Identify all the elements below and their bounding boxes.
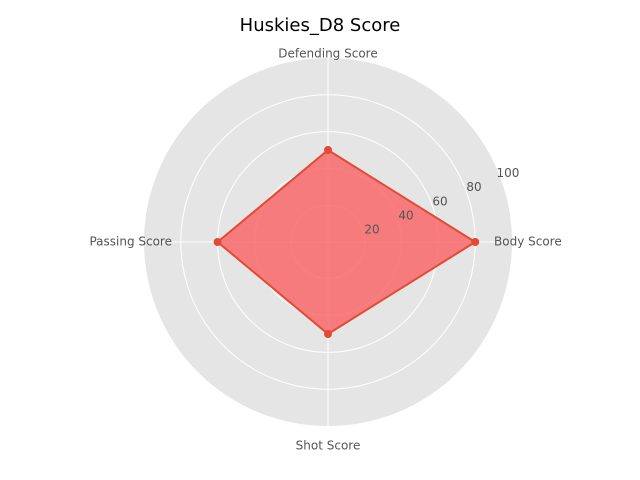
category-labels: Body Score Defending Score Passing Score Sh…: [89, 47, 561, 453]
radial-tick-label: 20: [364, 222, 379, 236]
category-label: Shot Score: [296, 439, 361, 453]
series-layer: [213, 146, 480, 338]
category-label: Body Score: [494, 235, 562, 249]
series-area: [217, 150, 476, 334]
data-point-defending-score: [324, 146, 332, 154]
chart-title: Huskies_D8 Score: [240, 15, 401, 36]
category-label: Defending Score: [278, 47, 377, 61]
radial-tick-labels: 20 40 60 80 100: [364, 166, 519, 236]
data-point-body-score: [471, 238, 480, 246]
radial-tick-label: 80: [466, 180, 481, 194]
radial-tick-label: 60: [432, 194, 447, 208]
radial-tick-label: 40: [398, 208, 413, 222]
data-point-passing-score: [213, 238, 222, 246]
data-point-shot-score: [324, 330, 332, 338]
radial-tick-label: 100: [497, 166, 520, 180]
category-label: Passing Score: [89, 235, 172, 249]
